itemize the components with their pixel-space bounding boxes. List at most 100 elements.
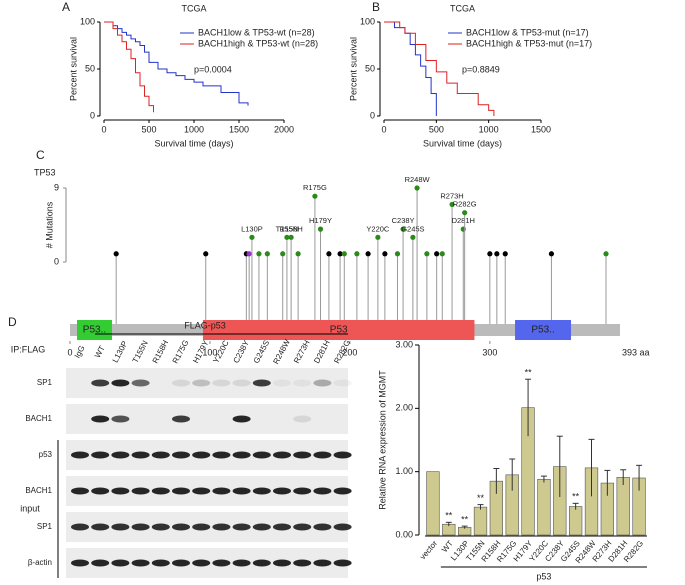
blot-band [91, 415, 110, 423]
lane-label: WT [93, 344, 107, 359]
blot-band [232, 559, 251, 567]
mutation-dot [502, 251, 508, 257]
blot-band [212, 559, 231, 567]
mutation-dot [434, 251, 440, 257]
mutation-dot [603, 251, 609, 257]
mutation-label: T155N [276, 224, 299, 233]
blot-band [232, 415, 251, 423]
blot-band [111, 559, 130, 567]
blot-band [252, 559, 271, 567]
blot-band [172, 523, 190, 531]
significance: ** [477, 493, 485, 503]
lane-label: R158H [151, 339, 171, 365]
legend-label: BACH1low & TP53-mut (n=17) [466, 27, 589, 37]
blot-band [172, 487, 190, 495]
mutation-dot [365, 251, 371, 257]
y-tick-label: 0 [90, 110, 95, 120]
blot-band [273, 487, 291, 495]
panel-letter: A [62, 0, 70, 14]
blot-band [273, 523, 291, 531]
panel-letter: C [36, 148, 45, 162]
blot-row-label: p53 [39, 450, 53, 459]
x-tick-label: 1500 [229, 124, 249, 134]
blot-band [151, 487, 170, 495]
mutation-label: D281H [452, 216, 475, 225]
group-label: p53 [536, 571, 551, 581]
mutation-dot [326, 251, 332, 257]
x-tick-label: 0 [67, 347, 72, 357]
survival-curve [104, 21, 249, 106]
blot-band [111, 523, 130, 531]
mutation-dot [284, 234, 290, 240]
blot-band [333, 379, 352, 387]
blot-band [232, 487, 251, 495]
lane-label: D281H [312, 339, 332, 365]
blot-band [232, 451, 251, 459]
mutation-dot [337, 251, 343, 257]
y-tick-label: 0 [370, 110, 375, 120]
blot-band [172, 451, 190, 459]
blot-band [131, 487, 150, 495]
mutation-dot [203, 251, 209, 257]
mutation-dot [439, 251, 445, 257]
x-tick-label: 200 [342, 347, 357, 357]
blot-band [333, 559, 352, 567]
x-tick-label: vector [418, 539, 439, 562]
survival-curve [104, 21, 154, 113]
blot-band [151, 523, 170, 531]
blot-band [111, 379, 130, 387]
mutation-dot [249, 234, 255, 240]
mutation-dot [494, 251, 500, 257]
domain-label: P53.. [531, 325, 554, 336]
mutation-dot [424, 251, 430, 257]
blot-band [172, 415, 190, 423]
y-tick-label: 9 [54, 182, 59, 192]
significance: ** [461, 515, 469, 525]
y-tick-label: 0.00 [395, 529, 413, 539]
blot-band [313, 379, 332, 387]
mutation-label: H179Y [309, 216, 332, 225]
mutation-dot [113, 251, 119, 257]
bar [537, 478, 551, 536]
lane-label: R175G [171, 339, 191, 366]
mutation-label: G245S [401, 224, 424, 233]
blot-band [273, 451, 291, 459]
blot-band [313, 451, 332, 459]
lane-label: T155N [131, 339, 150, 365]
blot-band [91, 379, 110, 387]
significance: ** [572, 492, 580, 502]
blot-band [131, 379, 150, 387]
blot-band [71, 559, 89, 567]
mutation-dot [341, 251, 347, 257]
blot-row-label: SP1 [37, 522, 53, 531]
mutation-dot [288, 234, 294, 240]
mutation-dot [375, 234, 381, 240]
mutation-dot [394, 251, 401, 257]
blot-band [293, 451, 312, 459]
domain [515, 320, 572, 340]
y-tick-label: 3.00 [395, 339, 413, 349]
mutation-dot [400, 226, 406, 232]
mutation-dot [317, 226, 324, 232]
blot-band [252, 379, 271, 387]
y-tick-label: 100 [80, 16, 95, 26]
lane-label: R273H [292, 339, 312, 365]
mutation-label: R282G [453, 200, 477, 209]
blot-band [212, 487, 231, 495]
panel-letter: B [372, 0, 380, 14]
significance: ** [445, 511, 453, 521]
lane-label: IgG [73, 344, 87, 360]
blot-band [131, 451, 150, 459]
legend-label: BACH1high & TP53-wt (n=28) [198, 38, 318, 48]
mutation-dot [414, 185, 420, 191]
blot-band [333, 487, 352, 495]
mutation-dot [548, 251, 555, 257]
blot-band [192, 487, 211, 495]
bar [568, 506, 583, 536]
y-tick-label: 2.00 [395, 403, 413, 413]
x-tick-label: 2000 [274, 124, 294, 134]
x-axis-label: Survival time (days) [154, 138, 233, 148]
bar [426, 471, 440, 536]
x-tick-label: 0 [101, 124, 106, 134]
x-tick-label: 300 [482, 347, 497, 357]
